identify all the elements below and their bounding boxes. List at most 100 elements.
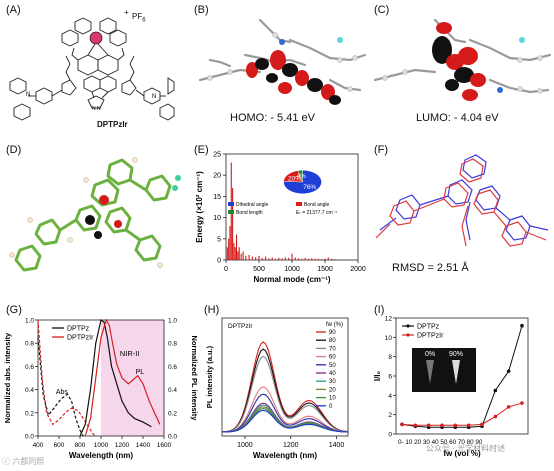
data-point (520, 401, 524, 405)
structure-overlay-render (375, 154, 549, 247)
panel-f: (F) RMSD = 2.51 Å (370, 140, 554, 290)
pie-total: Eₜ = 21377.7 cm⁻¹ (296, 210, 337, 216)
legend-entry: 20 (329, 387, 336, 393)
pie-slice (297, 170, 303, 183)
x-tick-label: 1400 (329, 442, 345, 449)
pl-curve (221, 409, 349, 433)
lumo-orbital-render (373, 18, 552, 101)
x-axis-label: Wavelength (nm) (69, 451, 133, 460)
x-tick-label: 400 (33, 442, 44, 449)
y-tick-label: 0.8 (25, 341, 34, 348)
panel-b-label: (B) (194, 4, 209, 16)
panel-g: (G) 400 600 800 1000 1200 1400 1600 0.0 0.0 0.2 0.… (0, 300, 200, 471)
data-point (480, 422, 484, 427)
legend-entry: Bond angle (304, 202, 330, 208)
pie-slice-label: 4% (297, 173, 307, 180)
chart-e: 0 500 1000 1500 2000 0 5 10 15 20 25 Normal mode (c… (195, 152, 366, 285)
annotation-abs: Abs (56, 389, 69, 396)
legend-entry: 0 (329, 404, 333, 410)
legend-entry: Bond length (236, 210, 263, 216)
y-tick-label: 4 (388, 393, 392, 400)
legend-entry: 70 (329, 346, 336, 352)
legend-swatch (296, 202, 302, 206)
y-tick-label: 20 (213, 173, 221, 180)
panel-a: (A) (0, 0, 180, 135)
x-tick-label: 1600 (157, 442, 172, 449)
data-point (493, 414, 498, 419)
x-tick-label: 500 (253, 266, 265, 273)
x-tick-label: 800 (75, 442, 86, 449)
data-point (506, 369, 511, 373)
legend-entry: Dihedral angle (236, 202, 268, 208)
y-right-tick-label: 0.2 (168, 410, 177, 417)
svg-text:N: N (152, 94, 156, 100)
y-tick-label: 2 (388, 412, 392, 419)
rmsd-caption: RMSD = 2.51 Å (392, 262, 469, 274)
legend-entry: DPTPzIr (67, 335, 94, 342)
panel-h: (H) 1000 1200 1400 Wavelength (nm) PL intens… (200, 300, 370, 471)
x-tick-label: 1200 (283, 442, 299, 449)
y-tick-label: 1.0 (25, 318, 34, 325)
x-tick-label: 0 (224, 266, 228, 273)
series-line (84, 318, 161, 437)
x-tick-label: 1400 (136, 442, 151, 449)
legend-swatch (228, 202, 234, 206)
y-right-tick-label: 0.6 (168, 364, 177, 371)
y-axis-label: PL intensity (a.u.) (205, 345, 214, 408)
x-tick-label: 600 (54, 442, 65, 449)
iridium-atom-icon (89, 31, 103, 45)
pl-curve (221, 393, 349, 433)
homo-caption: HOMO: - 5.41 eV (230, 112, 315, 124)
panel-c-label: (C) (374, 4, 390, 16)
lumo-caption: LUMO: - 4.04 eV (416, 112, 499, 124)
inset-photo (412, 348, 476, 392)
x-axis-label: fw (vol %) (443, 449, 481, 458)
legend-entry: 40 (329, 371, 336, 377)
pl-curve (221, 386, 349, 433)
y-right-tick-label: 0.8 (168, 341, 177, 348)
series-line (37, 319, 96, 437)
x-tick-labels: 0- 10 20 30 40 50 60 70 80 90 (398, 439, 483, 446)
y-axis-label-left: Normalized abs. intensity (3, 332, 12, 423)
x-tick-label: 1000 (237, 442, 253, 449)
legend-marker (406, 333, 410, 337)
y-axis-label-right: Normalized PL intensity (190, 336, 199, 422)
molecule-structure: N N N N (9, 17, 175, 121)
data-point (466, 423, 471, 428)
y-tick-label: 15 (213, 194, 221, 201)
panel-f-label: (F) (374, 144, 389, 156)
y-tick-label: 8 (388, 354, 392, 361)
y-tick-label: 25 (213, 152, 221, 159)
legend-marker (406, 324, 410, 328)
counter-ion-base: PF (132, 12, 143, 21)
legend-entry: 60 (329, 355, 336, 361)
pie-slice-label: 20% (288, 175, 301, 182)
annotation-nir: NIR-II (120, 349, 140, 358)
chart-i: 0% 90% 0 2 4 6 8 10 12 0- 10 20 30 40 50 60 70 80… (373, 316, 529, 458)
y-tick-label: 5 (217, 236, 221, 243)
inset-label: 0% (425, 351, 435, 358)
panel-i: (I) 0% 90% 0 2 4 6 8 10 12 0- 10 20 30 40 50 60 7… (370, 300, 554, 471)
legend-entry: 10 (329, 396, 336, 402)
inset-label: 90% (449, 351, 463, 358)
panel-e-label: (E) (194, 144, 209, 156)
homo-orbital-render (198, 18, 367, 105)
panel-a-label: (A) (6, 4, 21, 16)
legend-entry: 30 (329, 379, 336, 385)
y-right-tick-label: 0.0 (168, 434, 177, 441)
panel-i-label: (I) (374, 304, 385, 316)
x-tick-label: 2000 (350, 266, 366, 273)
series-line (79, 318, 152, 437)
legend-entry: DPTPz (67, 326, 90, 333)
y-right-tick-label: 1.0 (168, 318, 177, 325)
panel-b: (B) HOMO: - 5.41 eV (190, 0, 370, 135)
legend-entry: 80 (329, 338, 336, 344)
x-tick-label: 1000 (94, 442, 109, 449)
data-point (426, 423, 431, 428)
svg-text:N N: N N (92, 106, 101, 112)
y-right-tick-label: 0.4 (168, 387, 177, 394)
inset-title: DPTPzIr (228, 323, 253, 330)
series-line (37, 337, 84, 437)
y-tick-label: 10 (385, 335, 393, 342)
x-axis-label: Normal mode (cm⁻¹) (253, 275, 330, 284)
